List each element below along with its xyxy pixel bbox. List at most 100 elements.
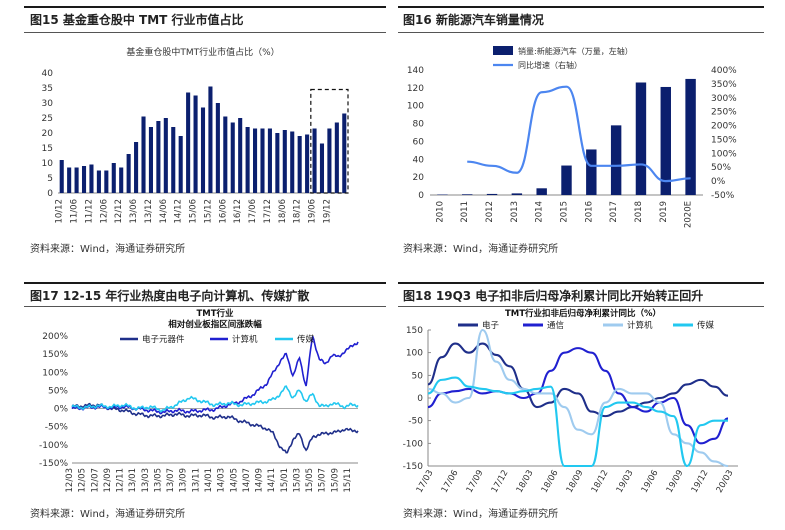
series-line-1 (427, 347, 729, 445)
y-tick-label: 200% (42, 332, 68, 342)
series-line-3 (427, 376, 728, 468)
y-tick-label: -150 (403, 462, 424, 472)
bar (635, 82, 647, 195)
x-tick-label: 18/09 (565, 469, 586, 495)
y-right-tick-label: 400% (711, 66, 737, 76)
y-tick-label: 40 (42, 69, 54, 79)
panel2-source: 资料来源：Wind，海通证券研究所 (403, 244, 559, 255)
y-tick-label: 50 (412, 371, 424, 381)
x-tick-label: 18/03 (515, 469, 536, 495)
bar (96, 170, 101, 193)
x-tick-label: 16/06 (218, 199, 228, 224)
x-tick-label: 15/03 (292, 468, 302, 493)
panel2-top-rule (398, 6, 764, 8)
bar (561, 165, 572, 195)
x-tick-label: 2020E (684, 201, 694, 228)
bar (126, 154, 131, 193)
bar (282, 130, 287, 193)
bar (319, 143, 325, 193)
x-tick-label: 14/05 (229, 468, 239, 493)
bar (342, 113, 347, 193)
legend-label: 通信 (547, 320, 565, 331)
bar (67, 167, 72, 193)
x-tick-label: 16/12 (233, 199, 243, 224)
bar (186, 92, 191, 193)
x-tick-label: 14/12 (174, 199, 184, 224)
legend-label: 传媒 (297, 334, 315, 345)
x-tick-label: 15/01 (280, 468, 290, 493)
bar (660, 86, 671, 195)
legend-bar-swatch (493, 46, 513, 55)
bar (305, 134, 310, 193)
bar (59, 160, 64, 193)
bar (238, 118, 243, 193)
x-tick-label: 2010 (435, 201, 445, 223)
x-tick-label: 2016 (584, 201, 594, 223)
x-tick-label: 2011 (460, 201, 470, 223)
y-tick-label: -100% (39, 441, 68, 451)
legend-label: 传媒 (697, 320, 715, 331)
y-tick-label: -50% (45, 423, 69, 433)
y-tick-label: 20 (42, 129, 54, 139)
bar (685, 78, 696, 195)
x-tick-label: 12/09 (103, 468, 113, 493)
bar (104, 170, 109, 193)
legend-label: 计算机 (232, 334, 258, 345)
y-tick-label: 30 (42, 99, 54, 109)
x-tick-label: 18/06 (278, 199, 288, 224)
x-tick-label: 13/05 (153, 468, 163, 493)
bar (81, 166, 87, 193)
bar (486, 193, 498, 195)
panel1-title: 图15 基金重仓股中 TMT 行业市值占比 (30, 13, 244, 27)
y-right-tick-label: 350% (711, 80, 737, 90)
chart-title: TMT行业 (196, 308, 234, 319)
y-tick-label: 0% (54, 405, 69, 415)
y-tick-label: 10 (42, 159, 54, 169)
y-tick-label: 100 (406, 349, 423, 359)
series-line-0 (71, 402, 359, 454)
x-tick-label: 14/11 (267, 468, 277, 493)
y-tick-label: 15 (42, 144, 53, 154)
x-tick-label: 13/11 (191, 468, 201, 493)
bar (511, 193, 523, 195)
bar (111, 163, 116, 193)
bar (297, 136, 302, 193)
x-tick-label: 19/09 (665, 469, 686, 495)
bar (89, 164, 94, 193)
y-left-tick-label: 20 (413, 173, 425, 183)
x-tick-label: 12/06 (99, 199, 109, 224)
legend-label: 电子元器件 (142, 334, 185, 345)
panel3-source: 资料来源：Wind，海通证券研究所 (30, 509, 186, 520)
x-tick-label: 14/09 (255, 468, 265, 493)
x-tick-label: 13/12 (144, 199, 154, 224)
panel4-top-rule (398, 282, 764, 284)
bar (230, 122, 235, 193)
bar (171, 127, 176, 193)
x-tick-label: 20/03 (715, 469, 736, 495)
chart-nev-sales: 0 20 40 60 80 100 120 140 -50% 0% 50% 100% 150% 200% 2… (407, 46, 737, 228)
bar (178, 136, 183, 193)
bar (610, 125, 622, 195)
legend-label: 计算机 (627, 320, 653, 331)
y-right-tick-label: 200% (711, 122, 737, 132)
x-tick-label: 11/12 (84, 199, 94, 224)
chart-tmt-share: 基金重仓股中TMT行业市值占比（%） 0 5 10 15 20 25 30 35 40 10/12 1… (42, 46, 349, 224)
bar (312, 128, 317, 193)
x-tick-label: 17/06 (248, 199, 258, 224)
legend-line-label: 同比增速（右轴） (518, 60, 582, 70)
x-tick-label: 2012 (485, 201, 495, 223)
x-tick-label: 19/12 (690, 469, 711, 495)
series-line-1 (71, 335, 359, 415)
x-tick-label: 18/12 (293, 199, 303, 224)
x-tick-label: 13/09 (179, 468, 189, 493)
bar (290, 131, 295, 193)
y-right-tick-label: -50% (711, 191, 735, 201)
y-left-tick-label: 100 (407, 102, 424, 112)
x-tick-label: 14/07 (242, 468, 252, 493)
x-tick-label: 13/03 (141, 468, 151, 493)
y-right-tick-label: 0% (711, 177, 726, 187)
panel1-sub-rule (24, 32, 386, 33)
bar (327, 128, 332, 193)
x-tick-label: 2017 (609, 201, 619, 223)
